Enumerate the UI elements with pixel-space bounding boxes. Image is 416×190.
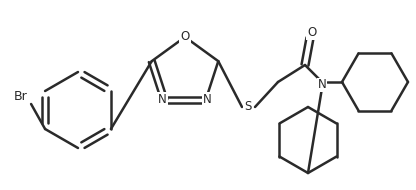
Text: N: N [318, 78, 327, 92]
Text: S: S [244, 101, 252, 113]
Text: Br: Br [14, 89, 28, 102]
Text: N: N [158, 93, 167, 106]
Text: O: O [307, 26, 317, 40]
Text: N: N [203, 93, 212, 106]
Text: O: O [181, 31, 190, 44]
